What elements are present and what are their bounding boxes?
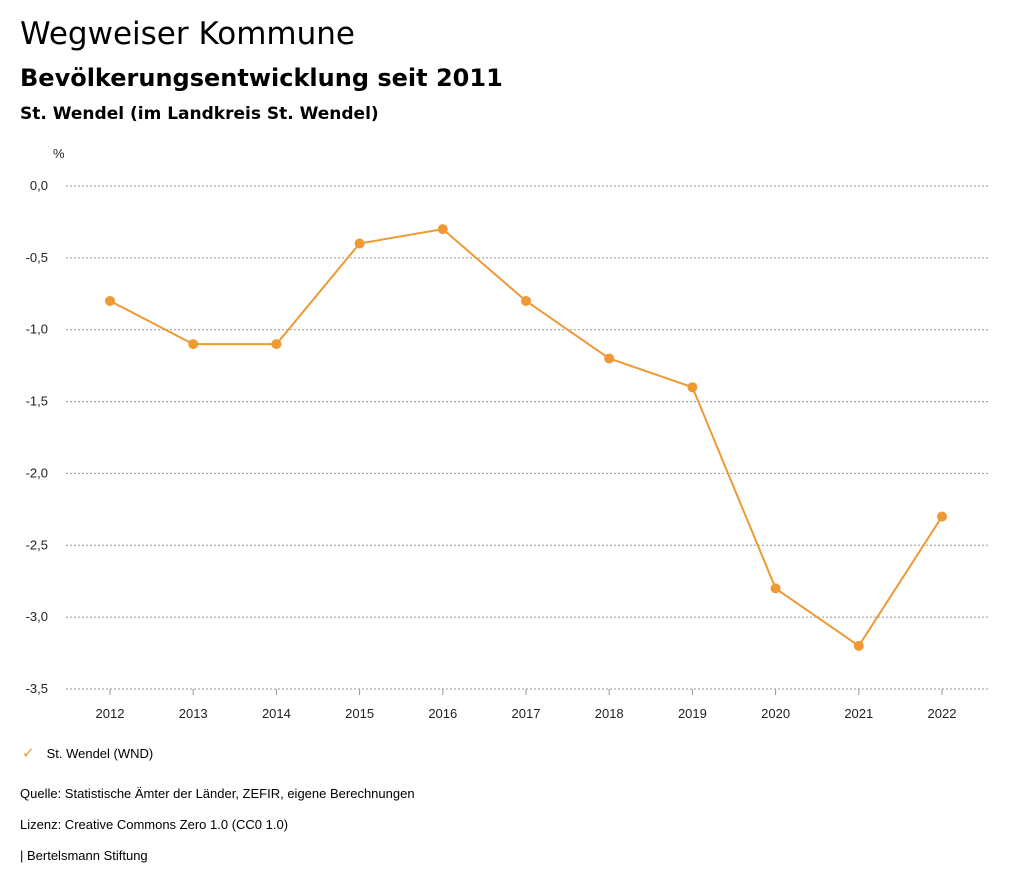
data-point[interactable] xyxy=(770,583,781,594)
data-point[interactable] xyxy=(853,640,864,651)
data-point[interactable] xyxy=(687,382,698,393)
data-point[interactable] xyxy=(188,339,199,350)
y-tick-label: -1,0 xyxy=(26,322,48,337)
data-point[interactable] xyxy=(105,295,115,306)
license-note: Lizenz: Creative Commons Zero 1.0 (CC0 1… xyxy=(20,817,289,832)
data-point[interactable] xyxy=(521,295,531,306)
x-tick-label: 2017 xyxy=(512,706,541,721)
x-tick-label: 2022 xyxy=(928,706,957,721)
y-tick-label: -2,0 xyxy=(26,465,48,480)
data-point[interactable] xyxy=(271,339,282,350)
y-tick-label: 0,0 xyxy=(30,178,48,193)
x-tick-label: 2015 xyxy=(345,706,374,721)
source-note: Quelle: Statistische Ämter der Länder, Z… xyxy=(20,786,415,801)
region-label: St. Wendel (im Landkreis St. Wendel) xyxy=(20,104,379,124)
y-tick-label: -3,5 xyxy=(26,681,48,696)
y-tick-label: -1,5 xyxy=(26,394,48,409)
x-tick-label: 2012 xyxy=(96,706,125,721)
x-tick-label: 2018 xyxy=(595,706,624,721)
x-tick-label: 2019 xyxy=(678,706,707,721)
data-point[interactable] xyxy=(937,511,947,522)
x-axis-ticks: 2012 2013 2014 2015 2016 2017 2018 2019 2020 2021… xyxy=(96,689,957,721)
x-tick-label: 2013 xyxy=(179,706,208,721)
series-line xyxy=(109,228,943,647)
x-tick-label: 2020 xyxy=(761,706,790,721)
legend-label: St. Wendel (WND) xyxy=(46,745,154,761)
y-tick-label: -3,0 xyxy=(26,609,48,624)
x-tick-label: 2014 xyxy=(262,706,291,721)
x-tick-label: 2021 xyxy=(844,706,873,721)
y-tick-label: -2,5 xyxy=(26,537,48,552)
check-icon: ✓ xyxy=(22,745,35,762)
series-group xyxy=(105,224,947,651)
data-point[interactable] xyxy=(354,238,365,249)
publisher-note: | Bertelsmann Stiftung xyxy=(20,848,148,863)
y-axis-ticks: 0,0 -0,5 -1,0 -1,5 -2,0 -2,5 -3,0 -3,5 xyxy=(26,178,48,696)
y-tick-label: -0,5 xyxy=(26,250,48,265)
line-chart: % 0,0-0,5-1,0-1,5-2,0-2,5-3,0-3,5 2012 20… xyxy=(26,146,990,721)
x-tick-label: 2016 xyxy=(428,706,457,721)
data-point[interactable] xyxy=(437,224,448,235)
legend[interactable]: ✓ St. Wendel (WND) xyxy=(22,744,153,762)
y-axis-unit: % xyxy=(53,146,65,161)
data-point[interactable] xyxy=(604,353,615,364)
page-title: Wegweiser Kommune xyxy=(20,16,355,52)
chart-subtitle: Bevölkerungsentwicklung seit 2011 xyxy=(20,64,503,92)
grid-lines xyxy=(66,185,990,690)
